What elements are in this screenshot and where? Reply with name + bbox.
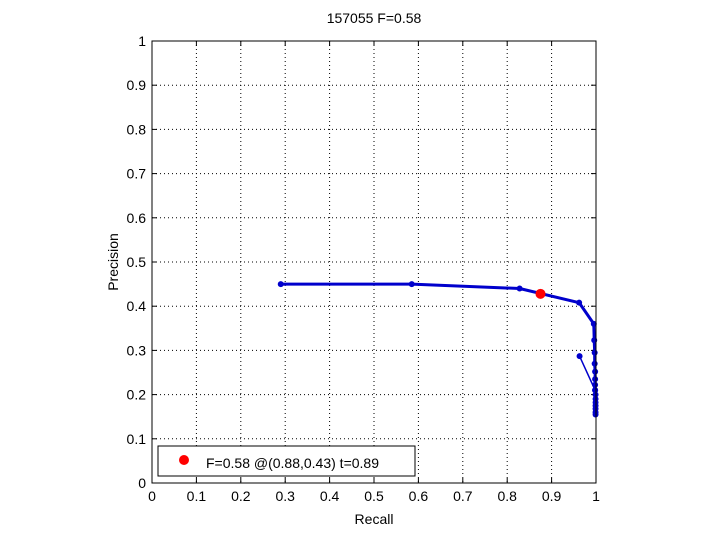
series-point: [592, 376, 599, 383]
series-point: [591, 349, 598, 356]
y-tick-label: 0.6: [127, 210, 147, 226]
x-tick-label: 0.2: [231, 488, 251, 504]
legend-marker: [179, 455, 189, 465]
chart-title: 157055 F=0.58: [327, 10, 422, 26]
series-point: [576, 353, 583, 360]
y-tick-label: 0.2: [127, 387, 147, 403]
x-tick-label: 0.4: [320, 488, 340, 504]
y-tick-label: 0.9: [127, 77, 147, 93]
x-tick-label: 0.1: [187, 488, 207, 504]
grid: [152, 41, 596, 483]
series: [277, 281, 599, 418]
x-tick-label: 1: [592, 488, 600, 504]
y-tick-label: 0.4: [127, 298, 147, 314]
x-axis-label: Recall: [355, 511, 394, 527]
series-point: [590, 320, 597, 327]
y-tick-label: 0.5: [127, 254, 147, 270]
series-line: [578, 355, 596, 391]
series-point: [592, 387, 599, 394]
y-tick-label: 0.7: [127, 166, 147, 182]
series-point: [277, 281, 284, 288]
axis-ticks: 0 0.1 0.2 0.3 0.4 0.5 0.6 0.7 0.8 0.9 1 0 0.1 0.2 0.3 0…: [127, 33, 601, 504]
x-tick-label: 0.6: [409, 488, 429, 504]
series-point: [592, 368, 599, 375]
series-point: [576, 299, 583, 306]
x-tick-label: 0.5: [364, 488, 384, 504]
series-point: [516, 285, 523, 292]
legend: F=0.58 @(0.88,0.43) t=0.89: [157, 445, 416, 477]
y-tick-label: 0: [138, 475, 146, 491]
series-point: [408, 281, 415, 288]
y-tick-label: 1: [138, 33, 146, 49]
y-tick-label: 0.8: [127, 121, 147, 137]
y-axis-label: Precision: [105, 233, 121, 291]
x-tick-label: 0.7: [453, 488, 473, 504]
legend-label: F=0.58 @(0.88,0.43) t=0.89: [206, 455, 379, 471]
y-tick-label: 0.1: [127, 431, 147, 447]
x-tick-label: 0.8: [497, 488, 517, 504]
y-tick-label: 0.3: [127, 342, 147, 358]
x-tick-label: 0.3: [275, 488, 295, 504]
x-tick-label: 0.9: [542, 488, 562, 504]
x-tick-label: 0: [148, 488, 156, 504]
best-f-point: [535, 288, 546, 299]
legend-box: [157, 445, 416, 477]
plot-frame: [151, 40, 597, 484]
series-point: [591, 360, 598, 367]
